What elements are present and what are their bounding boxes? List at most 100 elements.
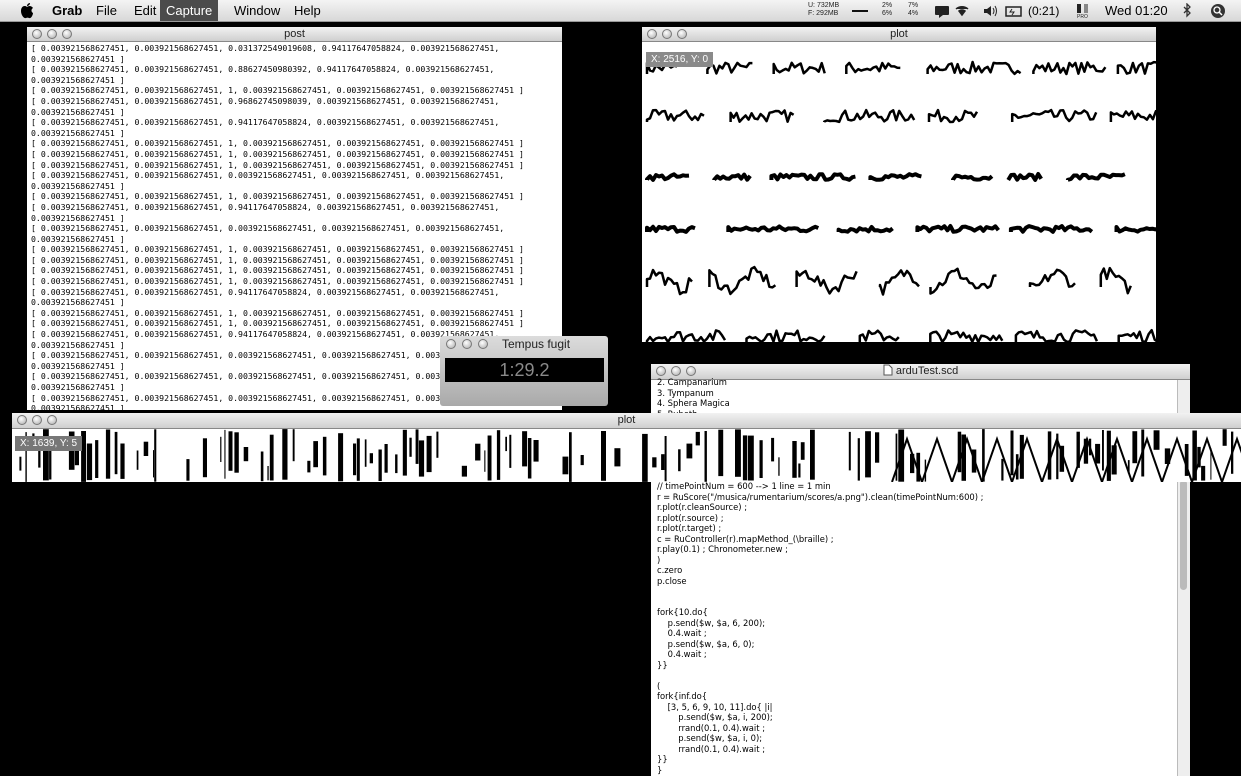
window-title: arduTest.scd (895, 365, 959, 377)
titlebar[interactable]: arduTest.scd (651, 364, 1190, 380)
menu-item[interactable]: Help (294, 3, 321, 18)
apple-icon[interactable] (20, 3, 34, 19)
close-button[interactable] (32, 29, 42, 39)
document-icon (883, 364, 893, 376)
scribble (1192, 430, 1197, 481)
titlebar[interactable]: plot (642, 27, 1156, 42)
plot-window: plot X: 2516, Y: 0 (642, 27, 1156, 342)
zoom-button[interactable] (47, 415, 57, 425)
memory-used: U: 732MB (808, 2, 840, 9)
scribble (307, 460, 311, 473)
menu-item[interactable]: Edit (134, 3, 157, 18)
svg-text:PRO: PRO (1077, 14, 1088, 19)
scribble (1056, 433, 1059, 480)
post-line: 0.003921568627451 ] (31, 233, 125, 244)
scribble (601, 431, 606, 481)
menu-item[interactable]: File (96, 3, 117, 18)
post-line: 0.003921568627451 ] (31, 339, 125, 350)
minimize-button[interactable] (32, 415, 42, 425)
scribble (686, 443, 693, 459)
zoom-button[interactable] (677, 29, 687, 39)
code-line: r.plot(r.source) ; (657, 512, 724, 523)
post-line: [ 0.003921568627451, 0.003921568627451, … (31, 117, 500, 128)
titlebar[interactable]: post (27, 27, 562, 42)
scribble (982, 429, 985, 482)
scribble (461, 465, 467, 477)
zoom-button[interactable] (478, 339, 488, 349)
scribble (505, 436, 507, 452)
battery-time[interactable]: (0:21) (1028, 4, 1060, 18)
scribble (580, 455, 584, 466)
scribble (1132, 431, 1138, 464)
scribble (1106, 430, 1111, 481)
scribble (929, 329, 1004, 342)
code-line: 4. Sphera Magica (657, 398, 730, 408)
scribble (916, 452, 921, 482)
scribble (661, 454, 665, 470)
scribble (95, 440, 99, 478)
minimize-button[interactable] (462, 339, 472, 349)
scribble (645, 268, 693, 296)
scribble (260, 451, 264, 482)
scribble (234, 432, 239, 473)
scribble (735, 429, 741, 477)
scribble (708, 265, 777, 296)
menu-bar: Grab U: 732MB F: 292MB 2% 6% 7% 4% (0:21… (0, 0, 1241, 22)
status-icons[interactable] (934, 4, 1024, 18)
scribble (878, 269, 920, 296)
scribble (678, 449, 681, 472)
cpu-value: 7% (908, 2, 919, 9)
code-line: 3. Tympanum (657, 387, 714, 398)
window-title: plot (617, 414, 636, 426)
right-icons[interactable] (1182, 3, 1232, 19)
scribble (562, 456, 569, 475)
menu-item[interactable]: Capture (160, 0, 219, 21)
titlebar[interactable]: plot (12, 413, 1241, 429)
menu-item[interactable]: Window (234, 3, 281, 18)
scribble (857, 438, 860, 481)
post-line: [ 0.003921568627451, 0.003921568627451, … (31, 286, 500, 297)
close-button[interactable] (647, 29, 657, 39)
post-line: 0.003921568627451 ] (31, 360, 125, 371)
scribble (395, 454, 398, 474)
input-flag[interactable]: PRO (1075, 3, 1091, 19)
scribble (186, 459, 190, 481)
minimize-button[interactable] (671, 366, 681, 376)
code-line: }} (657, 754, 668, 764)
code-line: 0.4.wait ; (657, 628, 707, 638)
post-line: [ 0.003921568627451, 0.003921568627451, … (31, 43, 500, 53)
scribble (772, 61, 826, 75)
post-line: [ 0.003921568627451, 0.003921568627451, … (31, 64, 495, 75)
scribble (356, 438, 360, 481)
scribble (522, 431, 528, 467)
minimize-button[interactable] (662, 29, 672, 39)
zoom-button[interactable] (62, 29, 72, 39)
scribble (353, 443, 357, 476)
code-line: }} (657, 659, 668, 670)
scribble (929, 267, 997, 295)
close-button[interactable] (656, 366, 666, 376)
scribble (228, 431, 233, 471)
zoom-button[interactable] (686, 366, 696, 376)
scribble (292, 429, 295, 462)
close-button[interactable] (446, 339, 456, 349)
scribble (1028, 268, 1076, 288)
app-menu[interactable]: Grab (52, 3, 83, 18)
scribble (153, 450, 154, 478)
scribble (1010, 430, 1014, 476)
minimize-button[interactable] (47, 29, 57, 39)
code-line: rrand(0.1, 0.4).wait ; (657, 743, 766, 754)
scribble (1010, 108, 1098, 123)
close-button[interactable] (17, 415, 27, 425)
post-line: [ 0.003921568627451, 0.003921568627451, … (31, 307, 524, 318)
code-line: rrand(0.1, 0.4).wait ; (657, 722, 766, 733)
scribble (875, 432, 880, 463)
scribble (645, 172, 690, 182)
scribble (798, 463, 801, 478)
scribble (484, 450, 486, 472)
scribble (282, 429, 288, 480)
memory-free: F: 292MB (808, 10, 839, 17)
scribble (642, 433, 648, 482)
clock[interactable]: Wed 01:20 (1105, 3, 1168, 18)
scroll-thumb[interactable] (1180, 480, 1187, 590)
